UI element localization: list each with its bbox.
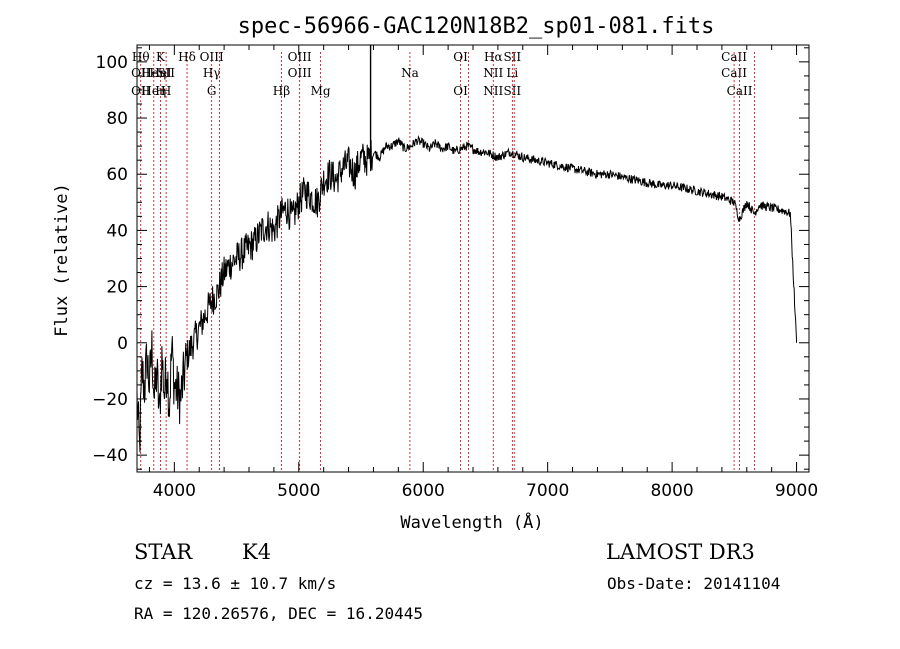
emission-line-label: SII — [503, 50, 521, 64]
emission-line-label: OI — [453, 84, 468, 98]
x-tick-label: 7000 — [526, 481, 569, 501]
emission-line-label: Mg — [311, 84, 331, 98]
y-tick-label: 40 — [106, 221, 128, 241]
emission-line-label: NII — [483, 66, 503, 80]
y-tick-label: −20 — [92, 390, 128, 410]
observation-date: Obs-Date: 20141104 — [607, 574, 781, 593]
emission-line-label: H — [155, 84, 165, 98]
redshift-cz: cz = 13.6 ± 10.7 km/s — [134, 574, 337, 593]
emission-line-label: G — [207, 84, 217, 98]
emission-line-label: Li — [506, 66, 518, 80]
emission-line-label: OIII — [200, 50, 224, 64]
y-tick-label: 100 — [96, 53, 128, 73]
emission-line-label: K — [156, 50, 166, 64]
x-tick-label: 8000 — [650, 481, 693, 501]
survey-release: LAMOST DR3 — [606, 540, 755, 564]
emission-line-label: Hγ — [203, 66, 221, 80]
emission-line-label: SII — [157, 66, 175, 80]
emission-line-label: OII — [131, 66, 151, 80]
emission-line-label: H — [161, 84, 171, 98]
object-type: STAR — [134, 540, 193, 564]
x-tick-label: 9000 — [775, 481, 818, 501]
emission-line-label: Heη — [141, 66, 166, 80]
subclass: K4 — [242, 540, 272, 564]
emission-line-label: Hα — [484, 50, 503, 64]
chart-title: spec-56966-GAC120N18B2_sp01-081.fits — [238, 14, 715, 39]
emission-line-label: CaII — [721, 66, 747, 80]
emission-line-label: Hβ — [273, 84, 290, 98]
emission-line-label: Heη — [141, 84, 166, 98]
plot-frame — [136, 44, 810, 473]
emission-line-label: Na — [401, 66, 419, 80]
emission-line-label: OI — [453, 50, 468, 64]
x-tick-label: 4000 — [153, 481, 196, 501]
x-tick-label: 6000 — [402, 481, 445, 501]
y-tick-label: 0 — [117, 334, 128, 354]
emission-line-label: Hθ — [132, 50, 150, 64]
emission-line-label: Hδ — [178, 50, 196, 64]
x-axis-label: Wavelength (Å) — [400, 511, 543, 533]
emission-line-label: OIII — [288, 50, 312, 64]
y-tick-label: 20 — [106, 278, 128, 298]
coordinates: RA = 120.26576, DEC = 16.20445 — [134, 604, 423, 623]
emission-line-label: NII — [483, 84, 503, 98]
emission-line-label: CaII — [727, 84, 753, 98]
emission-line-label: SII — [503, 84, 521, 98]
y-tick-label: 80 — [106, 109, 128, 129]
y-axis-label: Flux (relative) — [52, 183, 72, 337]
spectrum-line — [136, 135, 798, 453]
emission-line-label: OII — [131, 84, 151, 98]
axes: 4000 5000 6000 7000 8000 9000 −40 −20 0 20 40 60 80 1… — [92, 44, 818, 501]
y-tick-label: 60 — [106, 165, 128, 185]
emission-line-label: OIII — [288, 66, 312, 80]
spectrum-series — [136, 45, 798, 453]
emission-line-label: CaII — [721, 50, 747, 64]
x-tick-label: 5000 — [277, 481, 320, 501]
y-tick-label: −40 — [92, 446, 128, 466]
